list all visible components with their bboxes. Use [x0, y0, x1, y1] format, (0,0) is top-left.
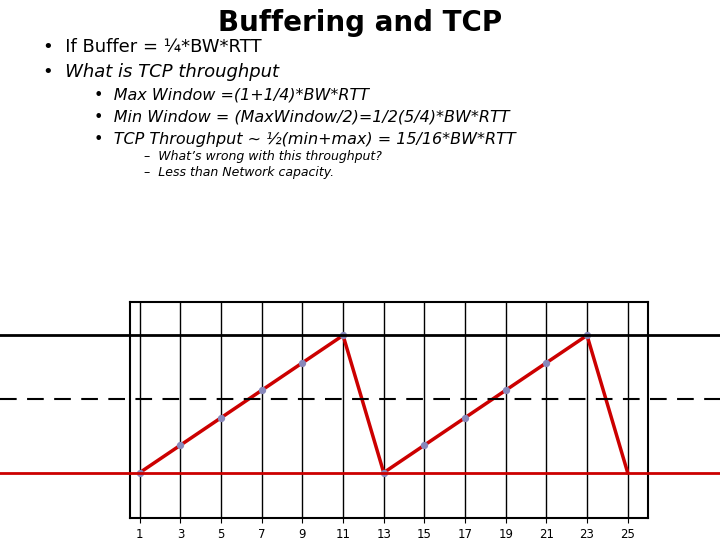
- Point: [500, 386, 511, 395]
- Text: •  If Buffer = ¼*BW*RTT: • If Buffer = ¼*BW*RTT: [43, 38, 262, 56]
- Text: •  Max Window =(1+1/4)*BW*RTT: • Max Window =(1+1/4)*BW*RTT: [94, 87, 369, 103]
- Text: –  Less than Network capacity.: – Less than Network capacity.: [144, 166, 334, 179]
- Point: [581, 331, 593, 340]
- Point: [175, 441, 186, 449]
- Point: [418, 441, 430, 449]
- Point: [134, 468, 145, 477]
- Text: Buffering and TCP: Buffering and TCP: [218, 9, 502, 37]
- Point: [378, 468, 390, 477]
- Text: •  Min Window = (MaxWindow/2)=1/2(5/4)*BW*RTT: • Min Window = (MaxWindow/2)=1/2(5/4)*BW…: [94, 110, 509, 125]
- Point: [297, 359, 308, 367]
- Point: [215, 414, 227, 422]
- Text: –  What’s wrong with this throughput?: – What’s wrong with this throughput?: [144, 150, 382, 163]
- Point: [541, 359, 552, 367]
- Point: [337, 331, 348, 340]
- Text: •  TCP Throughput ~ ½(min+max) = 15/16*BW*RTT: • TCP Throughput ~ ½(min+max) = 15/16*BW…: [94, 132, 516, 146]
- Point: [459, 414, 471, 422]
- Text: •  What is TCP throughput: • What is TCP throughput: [43, 63, 279, 80]
- Point: [256, 386, 268, 395]
